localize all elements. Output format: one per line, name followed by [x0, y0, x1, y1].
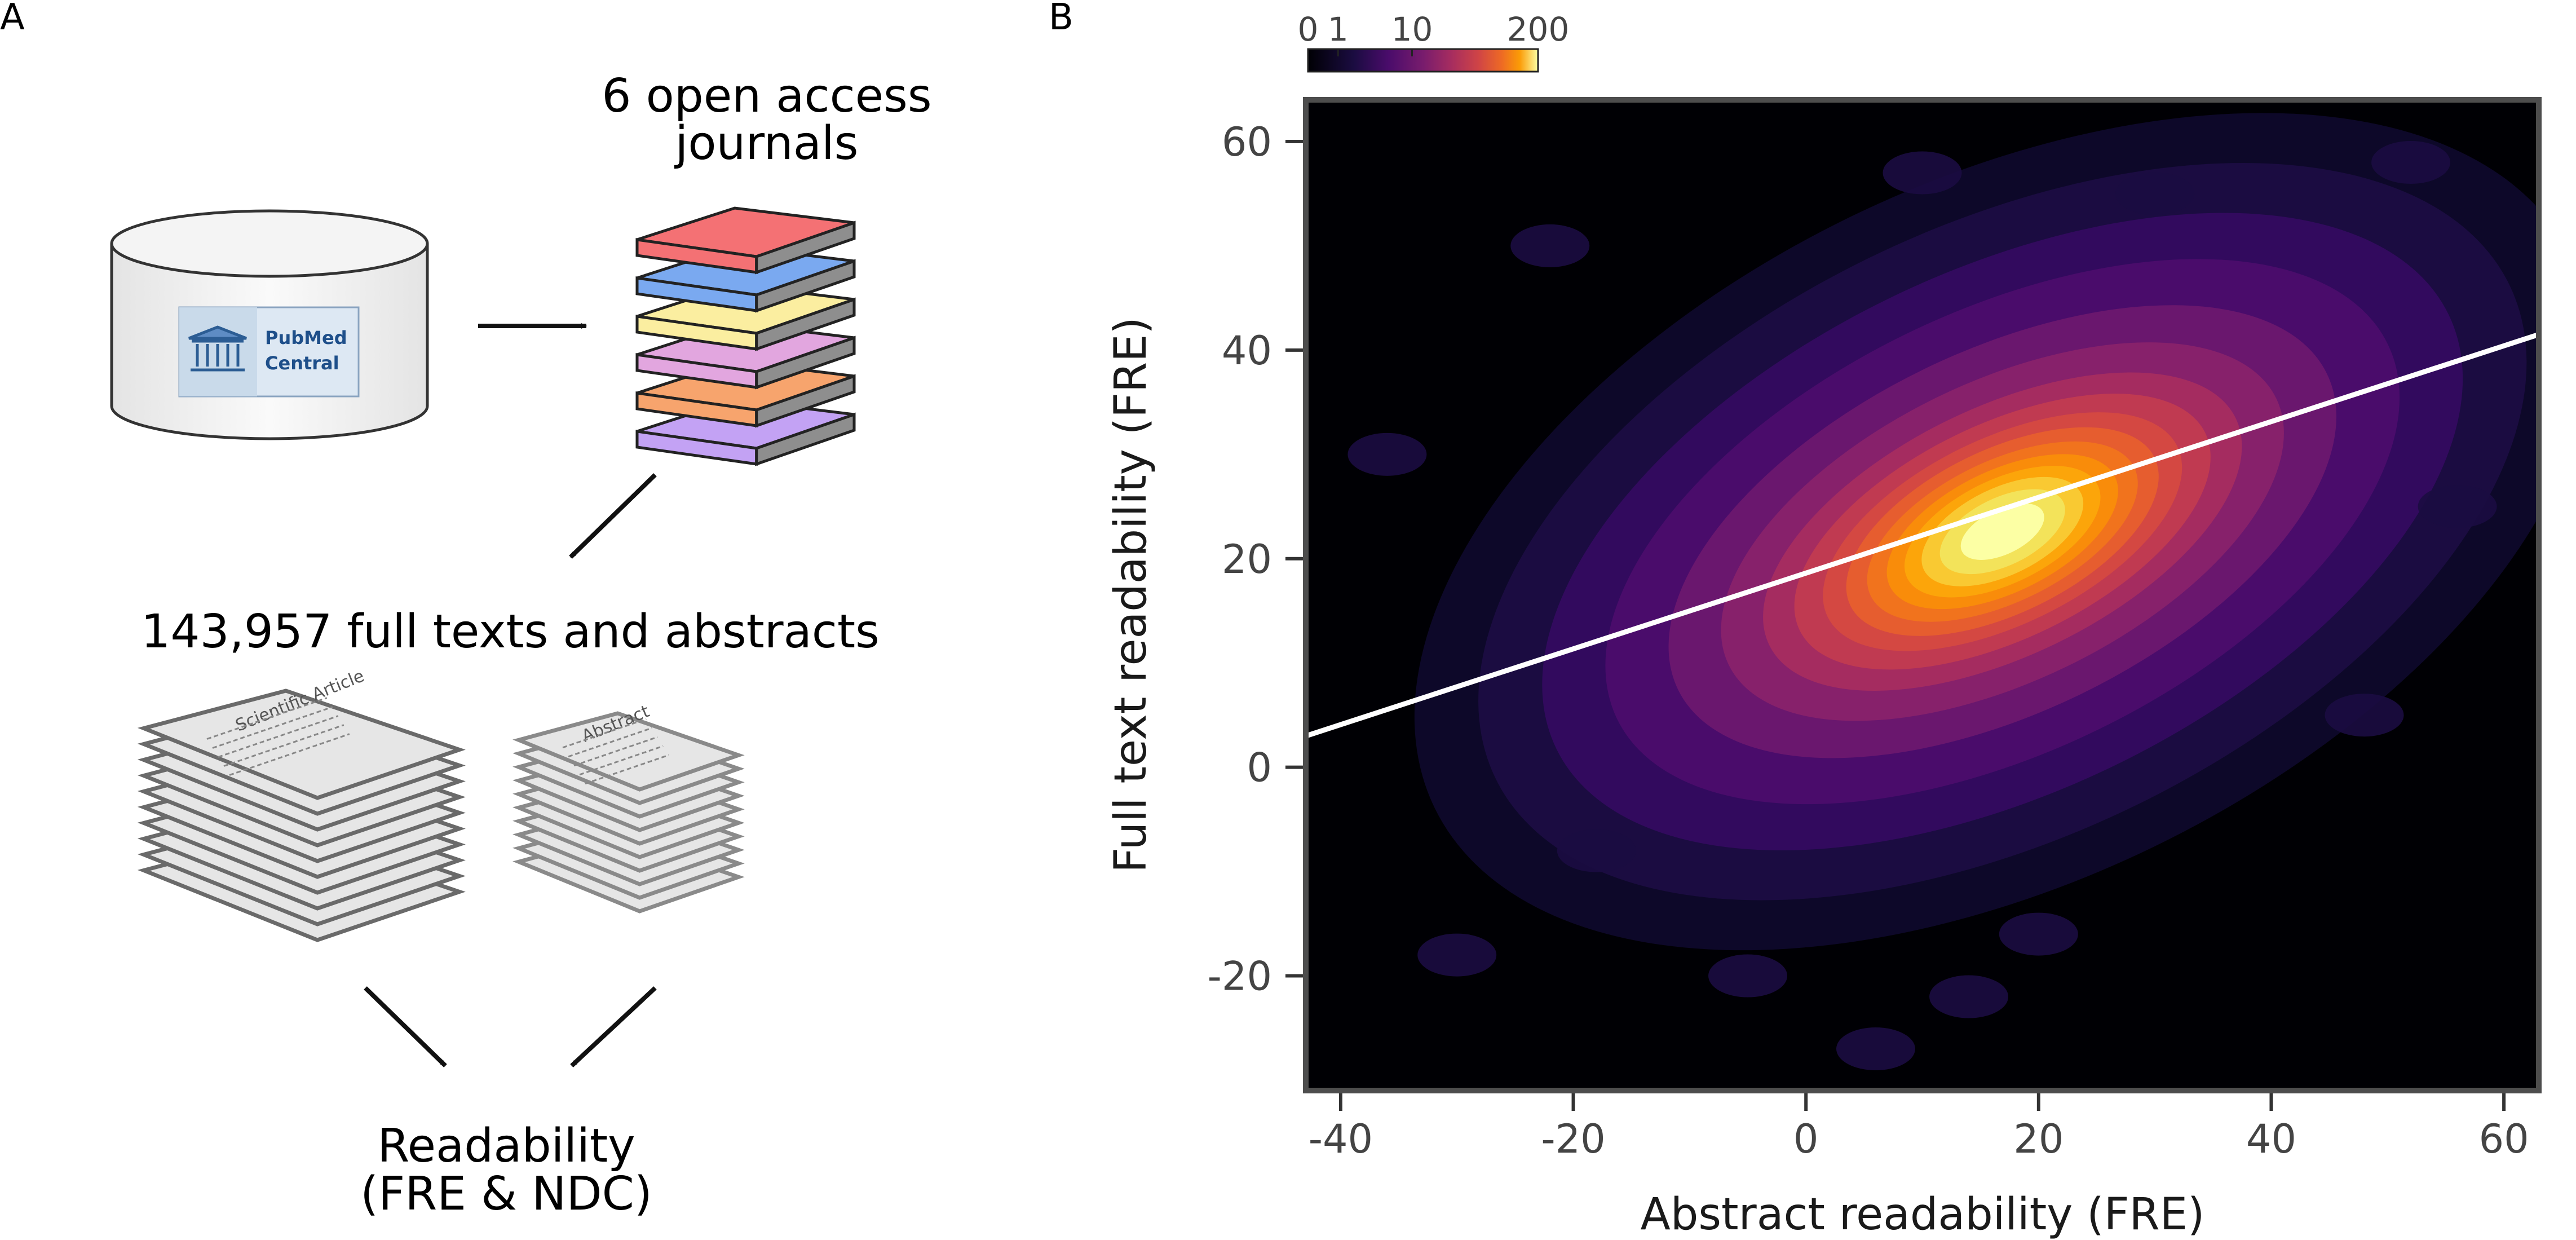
density-blob — [1347, 433, 1427, 476]
arrow-abstracts-to-readability — [570, 986, 657, 1067]
arrow-journals-to-fulltexts — [569, 473, 657, 559]
paper-text-line — [206, 697, 328, 740]
paper-text-line — [573, 736, 658, 767]
y-tick-label: 40 — [1222, 328, 1272, 374]
paper-text-line — [562, 718, 647, 749]
colorbar-tick-label: 10 — [1391, 10, 1433, 48]
x-axis-label: Abstract readability (FRE) — [1641, 1189, 2205, 1240]
density-heatmap — [1347, 113, 2539, 1071]
density-blob — [1836, 1027, 1915, 1071]
x-tick-label: 20 — [2013, 1116, 2064, 1162]
fulltexts-caption: 143,957 full texts and abstracts — [141, 605, 880, 659]
y-tick-label: 20 — [1222, 536, 1272, 583]
colorbar-tick-label: 0 — [1298, 10, 1319, 48]
density-blob — [2325, 694, 2404, 737]
density-blob — [1999, 912, 2078, 956]
colorbar-ticks: 0 1 10 200 — [1298, 10, 1570, 56]
density-contour — [1960, 503, 2044, 560]
y-axis: -20 0 20 40 60 — [1208, 119, 1303, 1000]
density-blob — [2418, 485, 2497, 528]
colorbar-tick-label: 200 — [1507, 10, 1570, 48]
paper-sheet — [512, 711, 745, 792]
abstract-stack: Abstract — [512, 701, 745, 914]
density-blob — [2115, 172, 2195, 215]
journal-book — [635, 206, 856, 275]
paper-text-line — [585, 754, 669, 785]
paper-text-line — [212, 706, 333, 749]
pubmed-logo-line-1: PubMed — [265, 327, 347, 348]
journals-caption-line-1: 6 open access — [602, 69, 931, 123]
paper-sheet — [137, 689, 466, 800]
y-axis-label: Full text readability (FRE) — [1106, 317, 1156, 873]
pubmed-building-icon — [188, 325, 247, 372]
paper-text-line — [223, 724, 344, 767]
density-blob — [1510, 224, 1590, 267]
x-tick-label: 0 — [1793, 1116, 1819, 1162]
journals-caption-line-2: journals — [674, 117, 859, 170]
x-tick-label: 40 — [2246, 1116, 2296, 1162]
colorbar-gradient — [1307, 48, 1539, 73]
x-tick-label: 60 — [2479, 1116, 2529, 1162]
pubmed-logo-line-2: Central — [265, 352, 339, 374]
x-tick-label: -20 — [1541, 1116, 1605, 1162]
colorbar-tick-label: 1 — [1328, 10, 1349, 48]
panel-a-label: A — [0, 0, 25, 38]
density-blob — [2371, 140, 2451, 184]
scientific-article-stack: Scientific Article — [137, 666, 466, 942]
y-tick-label: 60 — [1222, 119, 1272, 165]
readability-caption-line-1: Readability — [377, 1119, 635, 1173]
readability-caption-line-2: (FRE & NDC) — [360, 1167, 652, 1221]
y-tick-label: -20 — [1208, 954, 1272, 1000]
plot-area: -40 -20 0 20 40 60 -20 0 20 40 60 — [1208, 97, 2542, 1162]
paper-text-line — [229, 733, 350, 776]
paper-text-line — [218, 715, 339, 758]
arrow-articles-to-readability — [364, 986, 447, 1067]
panel-a: A PubMed Central — [0, 0, 932, 1221]
plot-frame — [1303, 97, 2542, 1093]
density-blob — [1883, 151, 1962, 195]
x-axis: -40 -20 0 20 40 60 — [1309, 1093, 2529, 1162]
density-blob — [1929, 975, 2009, 1018]
regression-line — [1306, 332, 2539, 739]
density-blob — [1557, 829, 1636, 872]
density-blob — [1708, 954, 1788, 998]
panel-b-label: B — [1049, 0, 1073, 38]
pubmed-central-logo: PubMed Central — [178, 306, 360, 398]
y-tick-label: 0 — [1247, 745, 1272, 791]
colorbar: 0 1 10 200 — [1298, 10, 1570, 73]
journal-stack — [635, 206, 856, 466]
x-tick-label: -40 — [1309, 1116, 1373, 1162]
database-cylinder: PubMed Central — [110, 209, 429, 440]
paper-text-line — [568, 727, 652, 758]
density-blob — [1417, 933, 1497, 977]
paper-text-line — [579, 745, 664, 776]
